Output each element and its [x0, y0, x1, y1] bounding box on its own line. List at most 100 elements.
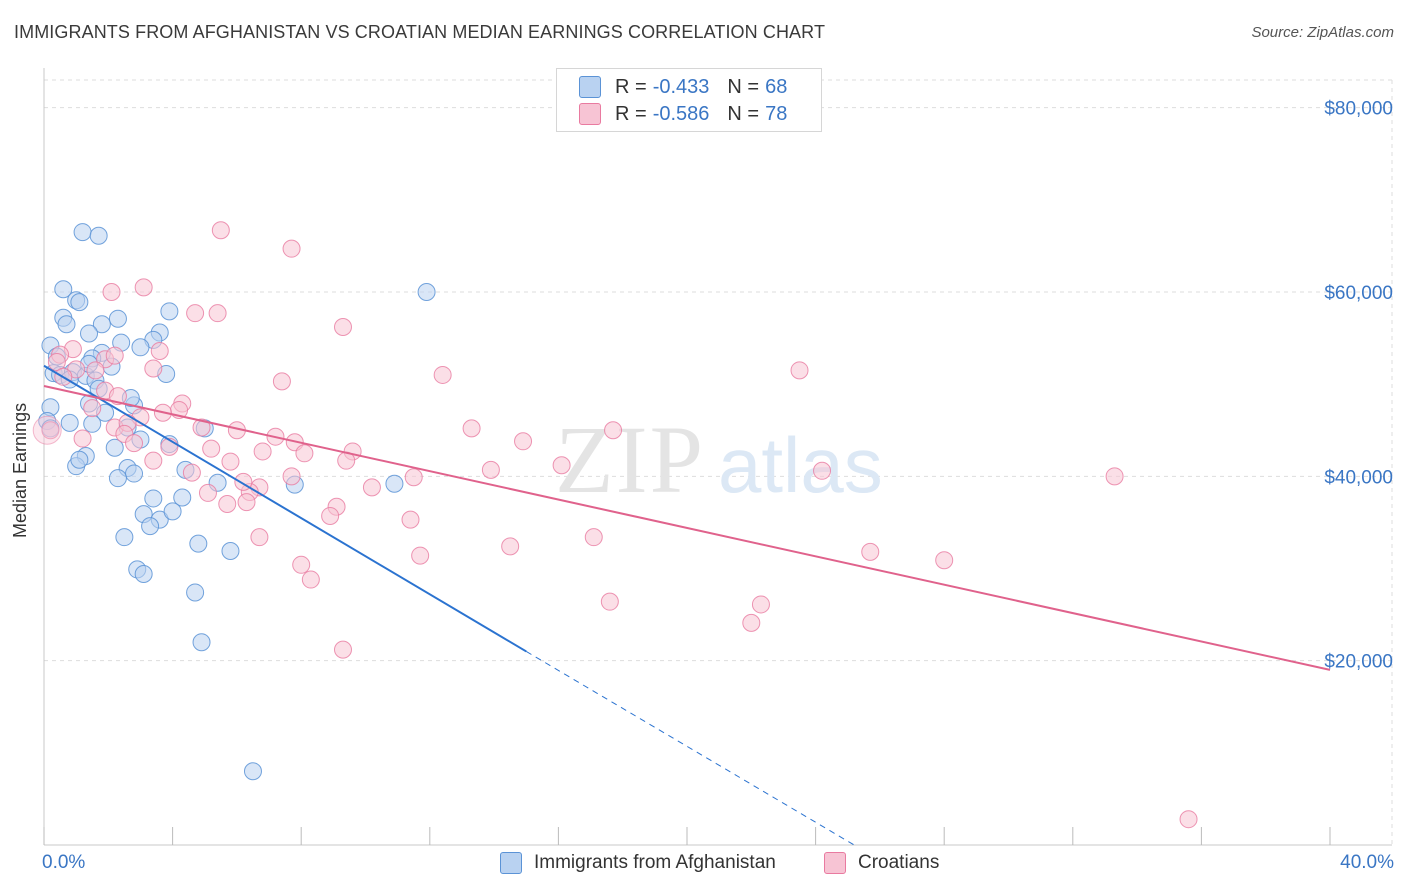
point-croatians — [253, 442, 272, 461]
point-croatians — [501, 537, 520, 556]
y-tick-label: $40,000 — [1324, 467, 1393, 488]
point-croatians — [321, 506, 340, 525]
point-croatians — [198, 483, 217, 502]
point-croatians — [144, 359, 163, 378]
point-croatians — [150, 341, 169, 360]
watermark: ZIP atlas — [555, 406, 883, 513]
legend-row-afghanistan: R = -0.433 N = 68 — [579, 74, 787, 100]
point-afghanistan — [192, 633, 211, 652]
trend-line-croatians — [43, 385, 1331, 671]
stats-legend: R = -0.433 N = 68 R = -0.586 N = 78 — [556, 68, 822, 132]
legend-r-label: R = — [615, 102, 647, 125]
point-croatians — [282, 467, 301, 486]
point-croatians — [186, 304, 205, 323]
source-label: Source: ZipAtlas.com — [1251, 24, 1394, 41]
point-afghanistan — [92, 315, 111, 334]
point-afghanistan — [141, 517, 160, 536]
point-croatians — [790, 361, 809, 380]
trend-lines — [43, 364, 1331, 846]
watermark-zip: ZIP — [555, 406, 705, 513]
point-afghanistan — [115, 528, 134, 547]
point-afghanistan — [134, 565, 153, 584]
point-croatians — [134, 278, 153, 297]
chart-title: IMMIGRANTS FROM AFGHANISTAN VS CROATIAN … — [14, 22, 826, 42]
bottom-legend-swatch-pink — [824, 852, 846, 874]
point-afghanistan — [131, 338, 150, 357]
point-croatians — [411, 546, 430, 565]
legend-n-label: N = — [727, 102, 760, 125]
point-croatians — [83, 399, 102, 418]
point-croatians — [514, 432, 533, 451]
point-afghanistan — [57, 315, 76, 334]
point-croatians — [202, 439, 221, 458]
point-croatians — [86, 361, 105, 380]
x-axis-min-label: 0.0% — [42, 852, 86, 873]
point-afghanistan — [189, 534, 208, 553]
point-afghanistan — [60, 413, 79, 432]
point-afghanistan — [70, 293, 89, 312]
legend-row-croatians: R = -0.586 N = 78 — [579, 101, 787, 127]
point-croatians — [182, 463, 201, 482]
point-croatians — [218, 494, 237, 513]
point-croatians — [600, 592, 619, 611]
y-tick-label: $20,000 — [1324, 652, 1393, 673]
point-croatians — [221, 452, 240, 471]
series-afghanistan-points — [38, 223, 436, 781]
bottom-legend-label: Immigrants from Afghanistan — [534, 852, 776, 873]
legend-swatch-pink — [579, 103, 601, 125]
y-axis-label: Median Earnings — [10, 402, 30, 538]
axes — [43, 68, 1392, 846]
legend-n-value: 68 — [765, 75, 788, 98]
point-croatians — [462, 419, 481, 438]
series-croatians-points — [32, 221, 1198, 829]
point-croatians — [333, 640, 352, 659]
point-croatians — [584, 528, 603, 547]
point-croatians — [751, 595, 770, 614]
x-axis-max-label: 40.0% — [1340, 852, 1394, 873]
point-afghanistan — [89, 226, 108, 245]
legend-n-value: 78 — [765, 102, 788, 125]
point-croatians — [282, 239, 301, 258]
point-croatians — [250, 528, 269, 547]
y-tick-labels: $20,000 $40,000 $60,000 $80,000 — [1324, 99, 1393, 673]
point-afghanistan — [108, 309, 127, 328]
point-croatians — [211, 221, 230, 240]
point-croatians — [272, 372, 291, 391]
point-afghanistan — [417, 282, 436, 301]
point-croatians — [73, 429, 92, 448]
point-croatians — [935, 551, 954, 570]
point-croatians — [813, 461, 832, 480]
point-afghanistan — [160, 302, 179, 321]
point-croatians — [742, 613, 761, 632]
point-afghanistan — [73, 223, 92, 242]
point-afghanistan — [173, 488, 192, 507]
point-croatians — [102, 282, 121, 301]
point-croatians — [1105, 467, 1124, 486]
point-afghanistan — [70, 450, 89, 469]
trend-line-afghanistan — [43, 364, 527, 653]
point-afghanistan — [108, 469, 127, 488]
point-croatians — [208, 304, 227, 323]
point-croatians — [295, 444, 314, 463]
point-croatians — [401, 510, 420, 529]
point-croatians — [433, 365, 452, 384]
point-croatians — [301, 570, 320, 589]
point-croatians — [32, 415, 62, 445]
bottom-legend-swatch-blue — [500, 852, 522, 874]
legend-r-value: -0.433 — [652, 75, 710, 98]
point-afghanistan — [243, 762, 262, 781]
point-croatians — [481, 460, 500, 479]
point-croatians — [292, 555, 311, 574]
bottom-legend-afghanistan: Immigrants from Afghanistan — [500, 852, 776, 874]
point-afghanistan — [186, 583, 205, 602]
point-croatians — [1179, 810, 1198, 829]
bottom-legend-label: Croatians — [858, 852, 940, 873]
point-afghanistan — [54, 280, 73, 299]
point-croatians — [125, 434, 144, 453]
watermark-atlas: atlas — [718, 421, 883, 509]
point-croatians — [192, 418, 211, 437]
point-croatians — [41, 421, 60, 440]
trend-line-afghanistan-extrapolated — [525, 651, 855, 846]
point-croatians — [404, 468, 423, 487]
